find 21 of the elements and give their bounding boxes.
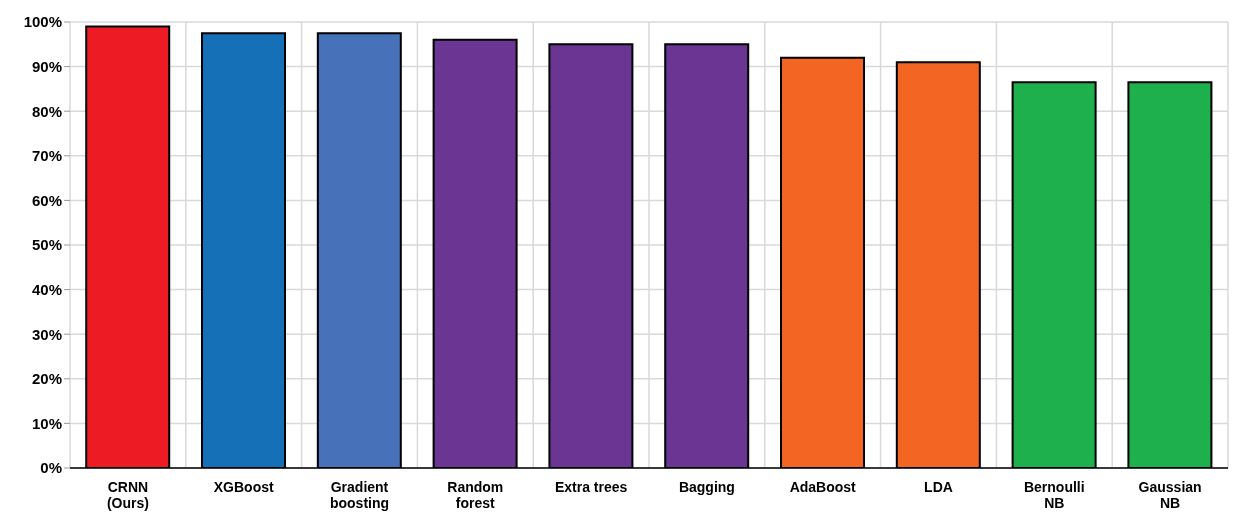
y-tick-label: 20%: [31, 370, 62, 388]
y-tick-label: 60%: [31, 191, 62, 209]
y-tick-label: 90%: [31, 57, 62, 75]
y-tick-label: 10%: [31, 414, 62, 432]
y-tick-label: 100%: [23, 13, 62, 31]
y-tick-label: 0%: [40, 459, 62, 477]
y-tick-label: 50%: [31, 236, 62, 254]
x-tick-label: Bernoulli NB: [1023, 479, 1085, 511]
x-tick-label: Extra trees: [554, 479, 628, 495]
x-tick-label: AdaBoost: [789, 479, 857, 495]
x-tick-label: Gaussian NB: [1138, 479, 1202, 511]
y-tick-label: 80%: [31, 102, 62, 120]
y-tick-label: 30%: [31, 325, 62, 343]
x-tick-label: Bagging: [678, 479, 735, 495]
x-tick-label: CRNN (Ours): [106, 479, 149, 511]
x-tick-label: Random forest: [447, 479, 504, 511]
y-tick-label: 40%: [31, 280, 62, 298]
x-tick-label: XGBoost: [213, 479, 274, 495]
x-tick-label: LDA: [924, 479, 953, 495]
x-tick-label: Gradient boosting: [329, 479, 390, 511]
y-tick-label: 70%: [31, 147, 62, 165]
